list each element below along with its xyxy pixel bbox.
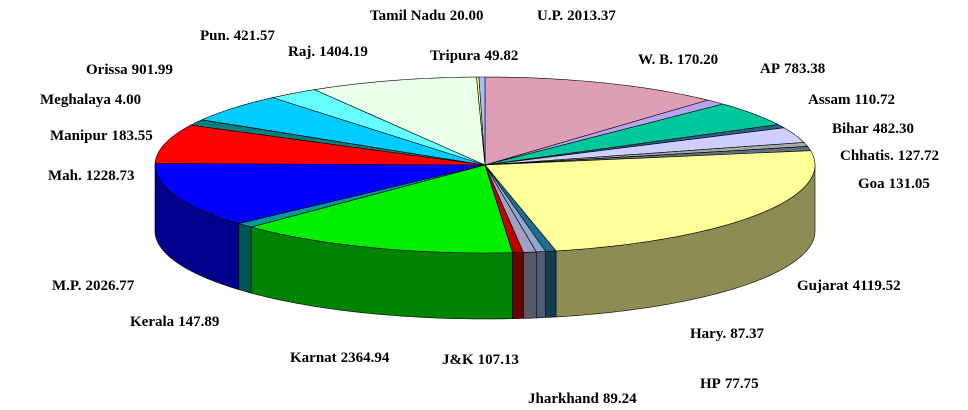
slice [478, 76, 486, 166]
label-value: 183.55 [112, 128, 153, 144]
slice [272, 89, 486, 166]
data-label: Chhatis. 127.72 [840, 148, 939, 164]
data-label: Mah. 1228.73 [48, 168, 135, 184]
data-label: M.P. 2026.77 [52, 278, 135, 294]
label-value: 87.37 [730, 326, 764, 342]
data-label: Tripura 49.82 [430, 48, 518, 64]
label-name: Tripura [430, 48, 481, 64]
label-name: AP [760, 61, 780, 77]
slice [154, 163, 486, 224]
data-label: Pun. 421.57 [200, 28, 275, 44]
label-name: Tamil Nadu [370, 8, 446, 24]
slice-side [238, 223, 252, 294]
slice [484, 127, 805, 166]
label-value: 783.38 [784, 61, 825, 77]
label-name: Meghalaya [40, 92, 111, 108]
label-value: 49.82 [485, 48, 519, 64]
label-name: Mah. [48, 168, 82, 184]
slice-side [523, 251, 537, 319]
label-value: 421.57 [234, 28, 276, 44]
data-label: Manipur 183.55 [50, 128, 153, 144]
label-name: Bihar [832, 121, 869, 137]
label-value: 89.24 [603, 391, 637, 407]
data-label: Tamil Nadu 20.00 [370, 8, 483, 24]
label-value: 20.00 [450, 8, 484, 24]
data-label: Raj. 1404.19 [288, 44, 368, 60]
label-name: Pun. [200, 28, 230, 44]
label-value: 4.00 [115, 92, 141, 108]
label-name: Gujarat [797, 278, 849, 294]
label-value: 482.30 [873, 121, 914, 137]
label-value: 2364.94 [341, 350, 390, 366]
data-label: U.P. 2013.37 [537, 8, 616, 24]
data-label: Gujarat 4119.52 [797, 278, 901, 294]
slice [484, 150, 816, 252]
label-name: M.P. [52, 278, 82, 294]
label-name: Assam [808, 92, 851, 108]
label-name: Goa [858, 176, 885, 192]
data-label: Kerala 147.89 [130, 314, 219, 330]
data-label: J&K 107.13 [442, 352, 519, 368]
label-value: 2013.37 [567, 8, 616, 24]
label-value: 1228.73 [86, 168, 135, 184]
label-name: Raj. [288, 44, 315, 60]
label-name: Kerala [130, 314, 175, 330]
label-name: U.P. [537, 8, 563, 24]
data-label: Bihar 482.30 [832, 121, 914, 137]
label-value: 107.13 [478, 352, 519, 368]
label-value: 147.89 [178, 314, 219, 330]
slice [154, 124, 486, 166]
label-name: J&K [442, 352, 474, 368]
slice [484, 103, 779, 166]
data-label: Hary. 87.37 [690, 326, 765, 342]
data-label: Assam 110.72 [808, 92, 895, 108]
label-name: W. B. [638, 52, 673, 68]
slice-side [535, 251, 546, 319]
label-value: 2026.77 [85, 278, 134, 294]
slice-side [512, 252, 524, 319]
slice [314, 76, 486, 166]
label-value: 77.75 [725, 376, 759, 392]
slice [484, 76, 709, 166]
slice-tops [154, 76, 816, 254]
data-label: W. B. 170.20 [638, 52, 718, 68]
label-name: Jharkhand [528, 391, 600, 407]
label-value: 901.99 [132, 62, 173, 78]
slice-side [545, 250, 557, 318]
label-value: 110.72 [855, 92, 895, 108]
data-label: AP 783.38 [760, 61, 825, 77]
data-label: Orissa 901.99 [86, 62, 173, 78]
data-label: HP 77.75 [700, 376, 759, 392]
label-name: Hary. [690, 326, 726, 342]
slice [201, 97, 486, 166]
data-label: Jharkhand 89.24 [528, 391, 637, 407]
data-label: Karnat 2364.94 [290, 350, 390, 366]
label-name: HP [700, 376, 721, 392]
label-name: Orissa [86, 62, 128, 78]
data-label: Meghalaya 4.00 [40, 92, 141, 108]
label-value: 170.20 [677, 52, 718, 68]
label-name: Chhatis. [840, 148, 894, 164]
label-value: 131.05 [889, 176, 930, 192]
label-name: Karnat [290, 350, 337, 366]
data-label: Goa 131.05 [858, 176, 930, 192]
label-name: Manipur [50, 128, 108, 144]
label-value: 4119.52 [853, 278, 901, 294]
label-value: 1404.19 [319, 44, 368, 60]
label-value: 127.72 [898, 148, 939, 164]
slice [250, 164, 513, 254]
